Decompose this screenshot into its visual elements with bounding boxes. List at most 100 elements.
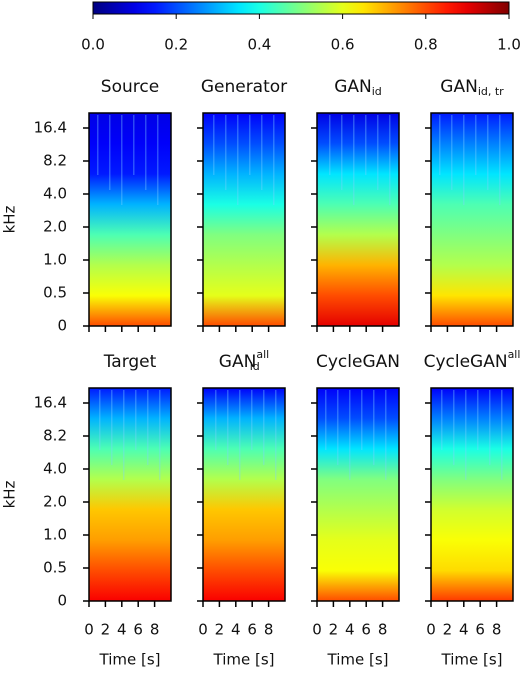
spectrogram-streak bbox=[123, 390, 125, 480]
x-tick-label: 0 bbox=[84, 621, 94, 639]
x-tick-label: 0 bbox=[426, 621, 436, 639]
spectrogram-streak bbox=[109, 115, 111, 190]
spectrogram-streak bbox=[213, 115, 215, 175]
y-tick-label: 8.2 bbox=[43, 427, 67, 445]
x-tick-label: 2 bbox=[101, 621, 111, 639]
spectrogram-streak bbox=[465, 390, 467, 480]
y-tick-label: 0 bbox=[57, 317, 67, 335]
x-tick-label: 4 bbox=[459, 621, 469, 639]
spectrogram-streak bbox=[441, 390, 443, 450]
colorbar-tick-label: 0.0 bbox=[81, 36, 105, 54]
spectrogram-streak bbox=[157, 115, 159, 205]
colorbar-tick-label: 1.0 bbox=[497, 36, 521, 54]
colorbar-tick-label: 0.4 bbox=[247, 36, 271, 54]
y-tick-label: 0 bbox=[57, 592, 67, 610]
spectrogram bbox=[430, 387, 514, 602]
spectrogram-streak bbox=[133, 115, 135, 175]
spectrogram-streak bbox=[477, 390, 479, 450]
y-tick-label: 2.0 bbox=[43, 493, 67, 511]
spectrogram-streak bbox=[341, 115, 343, 190]
y-tick-label: 2.0 bbox=[43, 218, 67, 236]
x-axis-label: Time [s] bbox=[441, 651, 503, 669]
spectrogram-streak bbox=[215, 390, 217, 450]
spectrogram bbox=[88, 387, 172, 602]
colorbar bbox=[92, 1, 510, 15]
y-tick-label: 16.4 bbox=[34, 119, 67, 137]
spectrogram-streak bbox=[385, 390, 387, 480]
spectrogram bbox=[88, 112, 172, 327]
x-tick-label: 6 bbox=[133, 621, 143, 639]
spectrogram-streak bbox=[325, 390, 327, 450]
spectrogram bbox=[430, 112, 514, 327]
spectrogram-streak bbox=[499, 115, 501, 205]
y-tick-label: 0.5 bbox=[43, 284, 67, 302]
spectrogram bbox=[202, 387, 286, 602]
x-tick-label: 4 bbox=[345, 621, 355, 639]
spectrogram-streak bbox=[389, 115, 391, 205]
panel-title: Target bbox=[103, 352, 157, 372]
spectrogram-streak bbox=[261, 115, 263, 190]
spectrogram-streak bbox=[463, 115, 465, 205]
x-tick-label: 0 bbox=[198, 621, 208, 639]
spectrogram-streak bbox=[337, 390, 339, 465]
spectrogram-streak bbox=[227, 390, 229, 465]
spectrogram-streak bbox=[225, 115, 227, 190]
y-tick-label: 0.5 bbox=[43, 559, 67, 577]
y-tick-label: 8.2 bbox=[43, 152, 67, 170]
spectrogram-streak bbox=[111, 390, 113, 465]
x-tick-label: 2 bbox=[443, 621, 453, 639]
x-tick-label: 2 bbox=[215, 621, 225, 639]
spectrogram-streak bbox=[145, 115, 147, 190]
spectrogram bbox=[202, 112, 286, 327]
spectrogram-streak bbox=[361, 390, 363, 450]
x-tick-label: 8 bbox=[492, 621, 502, 639]
y-axis-label: kHz bbox=[1, 205, 19, 233]
spectrogram-streak bbox=[451, 115, 453, 190]
x-tick-label: 8 bbox=[378, 621, 388, 639]
spectrogram-streak bbox=[121, 115, 123, 205]
x-tick-label: 6 bbox=[247, 621, 257, 639]
panel-title: GANid bbox=[334, 77, 382, 98]
x-axis-label: Time [s] bbox=[327, 651, 389, 669]
spectrogram-streak bbox=[453, 390, 455, 465]
x-tick-label: 6 bbox=[475, 621, 485, 639]
y-tick-label: 1.0 bbox=[43, 251, 67, 269]
panel-title: GANall id bbox=[219, 348, 269, 373]
x-axis-label: Time [s] bbox=[99, 651, 161, 669]
spectrogram-streak bbox=[239, 390, 241, 480]
x-tick-label: 8 bbox=[264, 621, 274, 639]
panel-title: GANid, tr bbox=[440, 77, 504, 98]
y-tick-label: 1.0 bbox=[43, 526, 67, 544]
spectrogram-streak bbox=[475, 115, 477, 175]
colorbar-tick-label: 0.8 bbox=[414, 36, 438, 54]
spectrogram-streak bbox=[501, 390, 503, 480]
x-tick-label: 4 bbox=[231, 621, 241, 639]
colorbar-tick-label: 0.2 bbox=[164, 36, 188, 54]
x-axis-label: Time [s] bbox=[213, 651, 275, 669]
x-tick-label: 4 bbox=[117, 621, 127, 639]
panel-title: Generator bbox=[201, 77, 287, 97]
x-tick-label: 6 bbox=[361, 621, 371, 639]
y-axis-label: kHz bbox=[1, 480, 19, 508]
colorbar-tick-label: 0.6 bbox=[331, 36, 355, 54]
spectrogram-streak bbox=[275, 390, 277, 480]
spectrogram-streak bbox=[263, 390, 265, 465]
spectrogram-streak bbox=[489, 390, 491, 465]
spectrogram-streak bbox=[377, 115, 379, 190]
spectrogram-streak bbox=[349, 390, 351, 480]
spectrogram-streak bbox=[329, 115, 331, 175]
spectrogram-streak bbox=[237, 115, 239, 205]
spectrogram-streak bbox=[97, 115, 99, 175]
spectrogram-streak bbox=[487, 115, 489, 190]
spectrogram-streak bbox=[99, 390, 101, 450]
y-tick-label: 4.0 bbox=[43, 460, 67, 478]
y-tick-label: 4.0 bbox=[43, 185, 67, 203]
spectrogram bbox=[316, 112, 400, 327]
spectrogram-streak bbox=[159, 390, 161, 480]
x-tick-label: 2 bbox=[329, 621, 339, 639]
y-tick-label: 16.4 bbox=[34, 394, 67, 412]
spectrogram bbox=[316, 387, 400, 602]
spectrogram-streak bbox=[147, 390, 149, 465]
panel-title: Source bbox=[101, 77, 159, 97]
